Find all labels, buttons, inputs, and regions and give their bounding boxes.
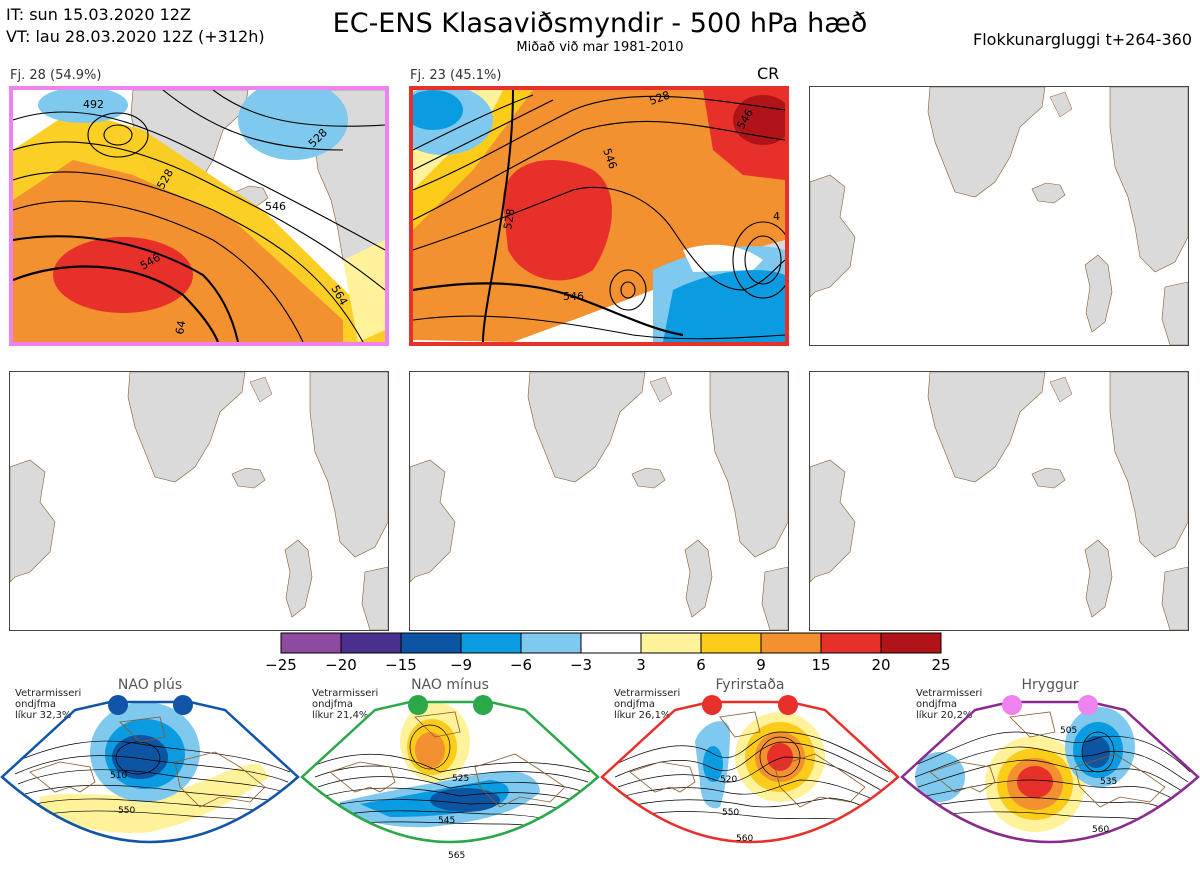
cluster-4-map bbox=[9, 371, 389, 631]
regime-probability: líkur 20,2% bbox=[916, 710, 973, 721]
regime-2-title: NAO mínus bbox=[411, 677, 489, 693]
cluster-1-label: Fj. 28 (54.9%) bbox=[10, 68, 102, 83]
classification-window: Flokkunargluggi t+264-360 bbox=[973, 30, 1192, 49]
cluster-3-map bbox=[809, 86, 1189, 346]
colorbar-segment bbox=[880, 632, 942, 654]
colorbar-segment bbox=[400, 632, 462, 654]
regime-1-title: NAO plús bbox=[117, 677, 183, 693]
colorbar-segment bbox=[640, 632, 702, 654]
regime-note-line: Vetrarmisseri bbox=[916, 688, 983, 699]
regime-note-line: ondjfma bbox=[15, 699, 56, 710]
regime-contour-label: 565 bbox=[448, 851, 465, 861]
regime-contour-label: 560 bbox=[1092, 825, 1109, 835]
page-subtitle: Miðað við mar 1981-2010 bbox=[516, 40, 684, 55]
regime-contour-label: 505 bbox=[1060, 726, 1077, 736]
regime-note-line: ondjfma bbox=[916, 699, 957, 710]
cluster-1-map: 492 528 546 546 564 528 64 bbox=[9, 86, 389, 346]
colorbar-segment bbox=[460, 632, 522, 654]
contour-label: 492 bbox=[83, 98, 104, 111]
colorbar-tick-label: 6 bbox=[696, 656, 706, 674]
contour-label: 64 bbox=[173, 319, 188, 335]
colorbar-segment bbox=[820, 632, 882, 654]
colorbar-tick-label: 9 bbox=[756, 656, 766, 674]
colorbar-segment bbox=[520, 632, 582, 654]
regime-note-line: Vetrarmisseri bbox=[614, 688, 681, 699]
contour-label: 4 bbox=[773, 210, 780, 223]
colorbar-segment bbox=[340, 632, 402, 654]
regime-1-map: 510 550 bbox=[0, 695, 300, 844]
regime-probability: líkur 26,1% bbox=[614, 710, 671, 721]
regime-4-title: Hryggur bbox=[1021, 677, 1079, 693]
colorbar-tick-label: −6 bbox=[509, 656, 533, 674]
colorbar-tick-label: 25 bbox=[931, 656, 951, 674]
colorbar-segment bbox=[580, 632, 642, 654]
colorbar-tick-label: −9 bbox=[449, 656, 473, 674]
regime-contour-label: 510 bbox=[110, 771, 127, 781]
regime-note-line: ondjfma bbox=[614, 699, 655, 710]
cluster-6-map bbox=[809, 371, 1189, 631]
colorbar-tick-label: 15 bbox=[811, 656, 831, 674]
regime-contour-label: 525 bbox=[452, 774, 469, 784]
regime-probability: líkur 32,3% bbox=[15, 710, 72, 721]
regime-1-note: Vetrarmisseri ondjfma líkur 32,3% bbox=[15, 688, 81, 721]
regime-note-line: Vetrarmisseri bbox=[15, 688, 82, 699]
init-time-block: IT: sun 15.03.2020 12Z VT: lau 28.03.202… bbox=[6, 4, 265, 48]
regime-contour-label: 550 bbox=[118, 806, 135, 816]
colorbar-tick-label: 20 bbox=[871, 656, 891, 674]
contour-label: 546 bbox=[563, 290, 584, 303]
page-title: EC-ENS Klasaviðsmyndir - 500 hPa hæð bbox=[332, 8, 868, 39]
colorbar-tick-label: −20 bbox=[325, 656, 357, 674]
colorbar-tick-label: −25 bbox=[265, 656, 297, 674]
regime-contour-label: 535 bbox=[1100, 777, 1117, 787]
valid-time: VT: lau 28.03.2020 12Z (+312h) bbox=[6, 27, 265, 46]
regime-contour-label: 550 bbox=[722, 808, 739, 818]
cluster-2-tag: CR bbox=[757, 64, 780, 83]
cluster-5-map bbox=[409, 371, 789, 631]
regime-4-note: Vetrarmisseri ondjfma líkur 20,2% bbox=[916, 688, 982, 721]
regime-contour-label: 520 bbox=[720, 775, 737, 785]
colorbar-tick-label: 3 bbox=[636, 656, 646, 674]
colorbar bbox=[280, 632, 942, 654]
colorbar-tick-label: −3 bbox=[569, 656, 593, 674]
regime-probability: líkur 21,4% bbox=[312, 710, 369, 721]
colorbar-segment bbox=[760, 632, 822, 654]
regime-contour-label: 545 bbox=[438, 816, 455, 826]
regime-contour-label: 560 bbox=[736, 834, 753, 844]
cluster-2-label: Fj. 23 (45.1%) bbox=[410, 68, 502, 83]
colorbar-segment bbox=[700, 632, 762, 654]
regime-3-title: Fyrirstaða bbox=[715, 677, 785, 693]
cluster-2-map: 528 546 546 528 546 4 bbox=[409, 86, 789, 346]
init-time: IT: sun 15.03.2020 12Z bbox=[6, 5, 191, 24]
regime-note-line: ondjfma bbox=[312, 699, 353, 710]
contour-label: 546 bbox=[265, 200, 286, 213]
regime-note-line: Vetrarmisseri bbox=[312, 688, 379, 699]
regime-2-map: 525 545 565 bbox=[300, 695, 600, 861]
regime-3-map: 520 550 560 bbox=[600, 695, 900, 844]
colorbar-segment bbox=[280, 632, 342, 654]
contour-label: 528 bbox=[501, 208, 517, 231]
regime-4-map: 505 535 560 bbox=[900, 695, 1200, 844]
regime-3-note: Vetrarmisseri ondjfma líkur 26,1% bbox=[614, 688, 680, 721]
regime-2-note: Vetrarmisseri ondjfma líkur 21,4% bbox=[312, 688, 378, 721]
colorbar-tick-label: −15 bbox=[385, 656, 417, 674]
